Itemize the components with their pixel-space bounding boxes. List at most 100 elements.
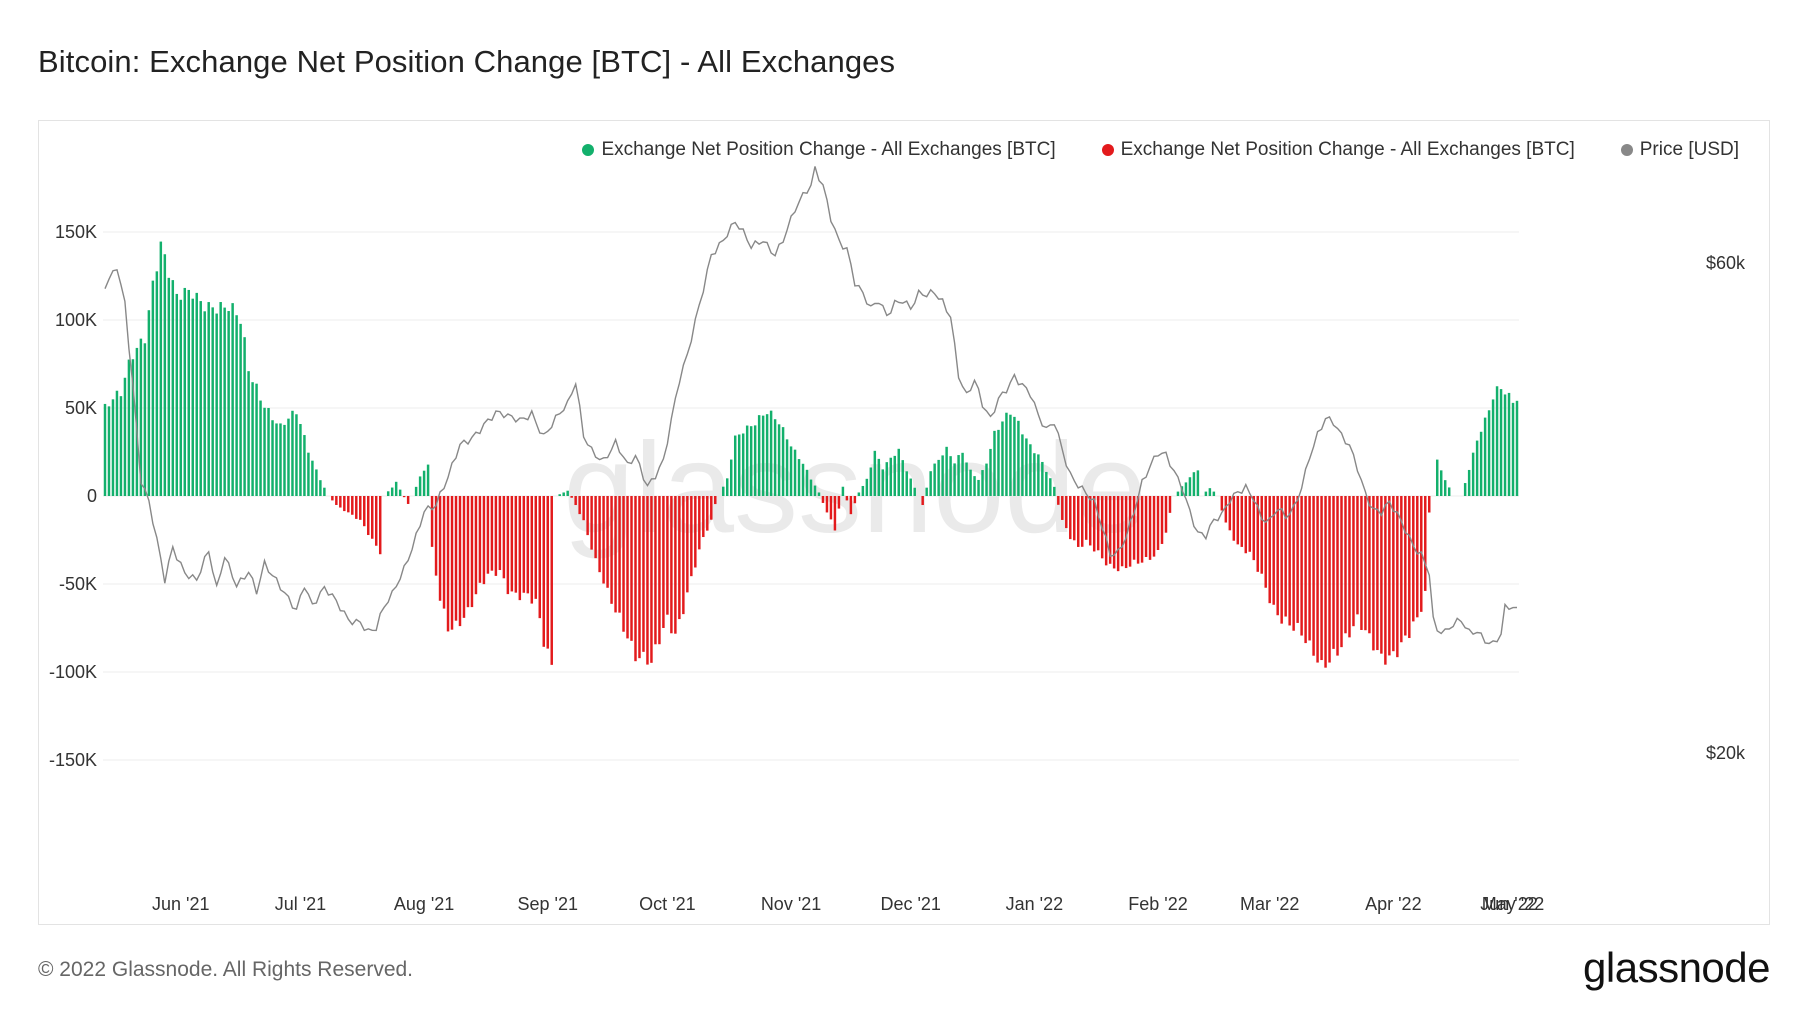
bar-negative — [686, 496, 689, 593]
y2-axis: $60k $20k — [1706, 253, 1746, 763]
bar-negative — [502, 496, 506, 579]
bar-negative — [690, 496, 693, 577]
page-title: Bitcoin: Exchange Net Position Change [B… — [38, 44, 896, 79]
bar-positive — [203, 311, 206, 496]
bar-negative — [821, 496, 825, 503]
bar-positive — [223, 307, 226, 496]
bar-positive — [127, 359, 131, 496]
bar-negative — [1220, 496, 1224, 511]
bar-negative — [1228, 496, 1232, 531]
bar-positive — [1435, 459, 1439, 496]
bar-negative — [1300, 496, 1303, 636]
bar-positive — [749, 426, 753, 496]
bar-positive — [323, 487, 326, 496]
bar-negative — [590, 496, 593, 550]
bar-negative — [1104, 496, 1108, 566]
bar-negative — [430, 496, 434, 547]
bar-negative — [470, 496, 474, 608]
bar-positive — [1033, 453, 1036, 496]
bar-positive — [937, 459, 940, 496]
x-tick-label: Dec '21 — [880, 894, 940, 914]
bar-negative — [622, 496, 625, 632]
bar-negative — [1416, 496, 1419, 618]
y-tick-label: -150K — [49, 750, 97, 770]
bar-negative — [1244, 496, 1248, 554]
bar-negative — [494, 496, 498, 576]
legend-label-inflow: Exchange Net Position Change - All Excha… — [601, 139, 1056, 160]
bar-positive — [893, 455, 896, 496]
bar-positive — [1487, 410, 1491, 496]
bar-positive — [163, 254, 167, 496]
bar-negative — [363, 496, 366, 527]
bar-positive — [135, 347, 139, 496]
bar-positive — [103, 403, 107, 496]
bar-positive — [901, 460, 904, 496]
bar-negative — [1412, 496, 1415, 622]
bar-negative — [1312, 496, 1315, 656]
bar-negative — [1408, 496, 1411, 639]
bar-negative — [371, 496, 374, 539]
bar-positive — [945, 446, 948, 496]
bar-negative — [1360, 496, 1363, 630]
bar-negative — [486, 496, 490, 574]
bar-negative — [1152, 496, 1156, 557]
bar-negative — [1296, 496, 1299, 623]
bar-positive — [909, 478, 912, 496]
bar-positive — [953, 463, 956, 496]
bar-negative — [374, 496, 378, 546]
bar-negative — [1264, 496, 1267, 588]
bar-negative — [921, 496, 924, 506]
bar-negative — [702, 496, 705, 538]
bar-negative — [1384, 496, 1387, 665]
bar-positive — [797, 459, 801, 496]
bar-positive — [1045, 471, 1048, 496]
bar-positive — [139, 338, 143, 496]
bar-positive — [1511, 402, 1515, 496]
x-tick-label: Jul '21 — [275, 894, 326, 914]
bar-positive — [993, 430, 996, 496]
bar-negative — [666, 496, 669, 615]
bar-negative — [1248, 496, 1251, 552]
bar-negative — [1080, 496, 1084, 547]
bar-negative — [490, 496, 494, 571]
chart-panel: Exchange Net Position Change - All Excha… — [38, 120, 1770, 925]
bar-negative — [1260, 496, 1263, 574]
bar-positive — [187, 289, 190, 496]
bar-negative — [698, 496, 701, 550]
bar-negative — [618, 496, 621, 613]
bar-negative — [542, 496, 545, 647]
bar-positive — [562, 492, 565, 496]
bar-negative — [586, 496, 589, 536]
bar-positive — [279, 423, 282, 496]
legend-item-price[interactable]: Price [USD] — [1620, 139, 1739, 161]
bar-negative — [478, 496, 482, 583]
bar-positive — [1188, 477, 1192, 496]
bar-positive — [1471, 452, 1475, 496]
bar-positive — [211, 307, 214, 496]
legend-item-inflow[interactable]: Exchange Net Position Change - All Excha… — [582, 139, 1056, 161]
bar-negative — [710, 496, 713, 520]
bar-positive — [1013, 416, 1016, 496]
bar-positive — [841, 486, 845, 496]
bar-positive — [789, 446, 793, 496]
bar-positive — [151, 280, 155, 496]
legend-item-outflow[interactable]: Exchange Net Position Change - All Excha… — [1101, 139, 1575, 161]
bar-negative — [1352, 496, 1355, 627]
bar-negative — [1364, 496, 1367, 631]
bar-negative — [538, 496, 542, 619]
bar-positive — [1041, 461, 1044, 496]
bar-positive — [418, 476, 422, 496]
bar-negative — [849, 496, 853, 515]
bar-positive — [1503, 394, 1507, 496]
bar-positive — [1212, 491, 1216, 496]
y-tick-label: 0 — [87, 486, 97, 506]
x-tick-label: May '22 — [1482, 894, 1544, 914]
bar-negative — [646, 496, 649, 665]
bar-negative — [1240, 496, 1244, 547]
y-tick-label: -50K — [59, 574, 97, 594]
bar-positive — [781, 427, 785, 496]
bar-positive — [977, 479, 980, 496]
bar-negative — [598, 496, 601, 573]
bar-negative — [454, 496, 458, 621]
bar-positive — [1001, 421, 1004, 496]
